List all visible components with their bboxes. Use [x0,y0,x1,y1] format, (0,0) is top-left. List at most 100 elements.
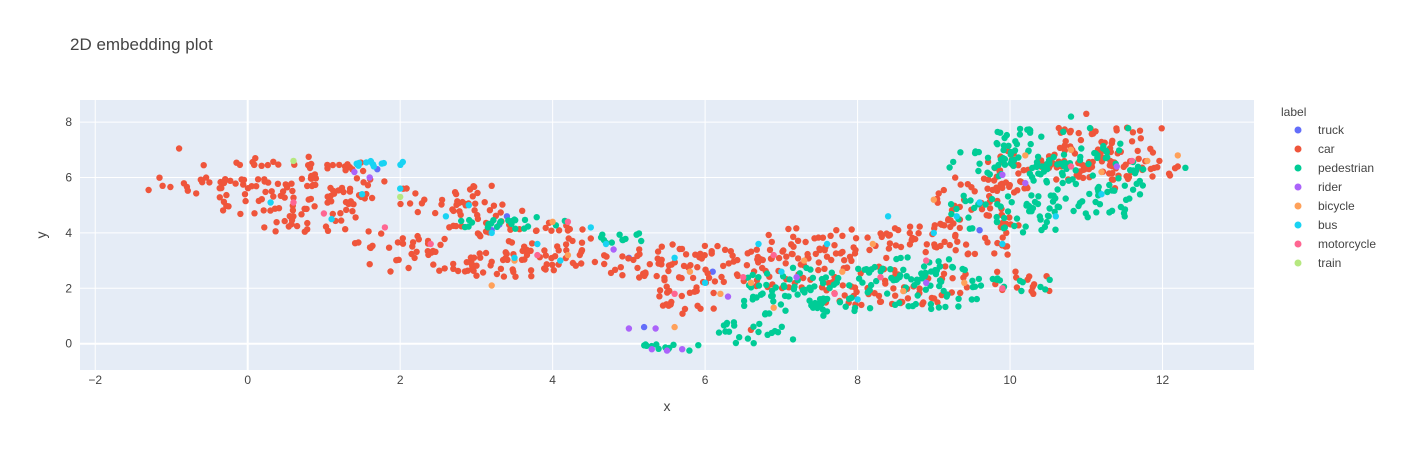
data-point [543,261,550,268]
data-point [904,295,912,302]
data-point [221,179,228,186]
data-point [864,234,871,241]
data-point [678,274,685,282]
data-point [969,277,976,284]
data-point [1174,152,1182,159]
data-point [780,282,787,289]
data-point [1109,170,1116,177]
legend-label: bus [1318,218,1337,232]
legend-marker [1294,221,1302,229]
data-point [1015,162,1022,169]
legend-item-car[interactable]: car [1294,142,1335,156]
data-point [681,305,689,313]
data-point [262,188,269,196]
data-point [351,168,358,176]
legend-item-bicycle[interactable]: bicycle [1294,199,1356,213]
data-point [691,288,698,295]
data-point [1156,157,1163,165]
legend-item-motorcycle[interactable]: motorcycle [1294,237,1377,251]
data-point [965,214,972,221]
data-point [724,293,732,300]
data-point [1013,215,1021,222]
data-point [1000,225,1007,232]
data-point [1061,159,1068,166]
data-point [1066,129,1074,136]
data-point [241,191,249,198]
data-point [1012,268,1019,275]
data-point [791,283,798,290]
data-point [1001,214,1008,222]
data-point [1037,283,1044,291]
data-point [961,279,968,286]
legend-item-rider[interactable]: rider [1294,180,1343,194]
data-point [289,187,296,195]
data-point [841,257,848,264]
data-point [602,240,610,248]
data-point [550,267,557,274]
data-point [167,183,174,191]
data-point [180,180,188,187]
data-point [397,185,404,192]
data-point [953,213,960,220]
data-point [763,270,771,277]
data-point [1004,208,1012,215]
data-point [922,248,929,256]
data-point [786,276,793,283]
legend-item-train[interactable]: train [1294,256,1342,270]
data-point [756,320,763,328]
data-point [236,161,244,169]
data-point [676,245,683,253]
data-point [1039,163,1046,170]
data-point [569,237,576,245]
data-point [441,235,448,243]
data-point [937,242,944,250]
data-point [363,159,370,166]
data-point [616,231,623,238]
legend-title: label [1281,105,1306,119]
data-point [548,227,555,234]
data-point [293,222,301,230]
data-point [777,301,785,308]
legend-item-truck[interactable]: truck [1294,123,1346,137]
data-point [846,253,854,260]
data-point [1134,163,1142,170]
data-point [473,272,480,279]
data-point [915,230,922,237]
data-point [775,254,783,262]
legend-item-pedestrian[interactable]: pedestrian [1294,161,1375,175]
data-point [663,347,671,354]
data-point [488,282,495,289]
data-point [1018,287,1025,295]
data-point [353,160,360,167]
data-point [892,292,899,299]
data-point [1060,128,1067,135]
data-point [793,274,800,281]
legend-marker [1294,202,1302,210]
data-point [789,336,797,343]
data-point [941,222,948,229]
data-point [890,285,897,292]
data-point [397,200,404,208]
data-point [887,266,894,273]
data-point [789,264,797,271]
data-point [755,282,763,289]
data-point [227,177,234,184]
data-point [993,218,1001,226]
data-point [1128,138,1136,145]
data-point [1149,149,1157,156]
data-point [701,279,709,286]
data-point [823,308,831,315]
x-axis-title: x [664,398,671,414]
data-point [218,184,225,192]
data-point [381,178,388,185]
data-point [906,223,914,230]
legend-label: truck [1318,123,1345,137]
data-point [468,219,476,226]
data-point [988,195,996,203]
data-point [770,298,777,305]
legend-item-bus[interactable]: bus [1294,218,1338,232]
data-point [474,211,481,219]
data-point [1043,218,1051,226]
data-point [1016,131,1024,138]
data-point [732,339,740,347]
